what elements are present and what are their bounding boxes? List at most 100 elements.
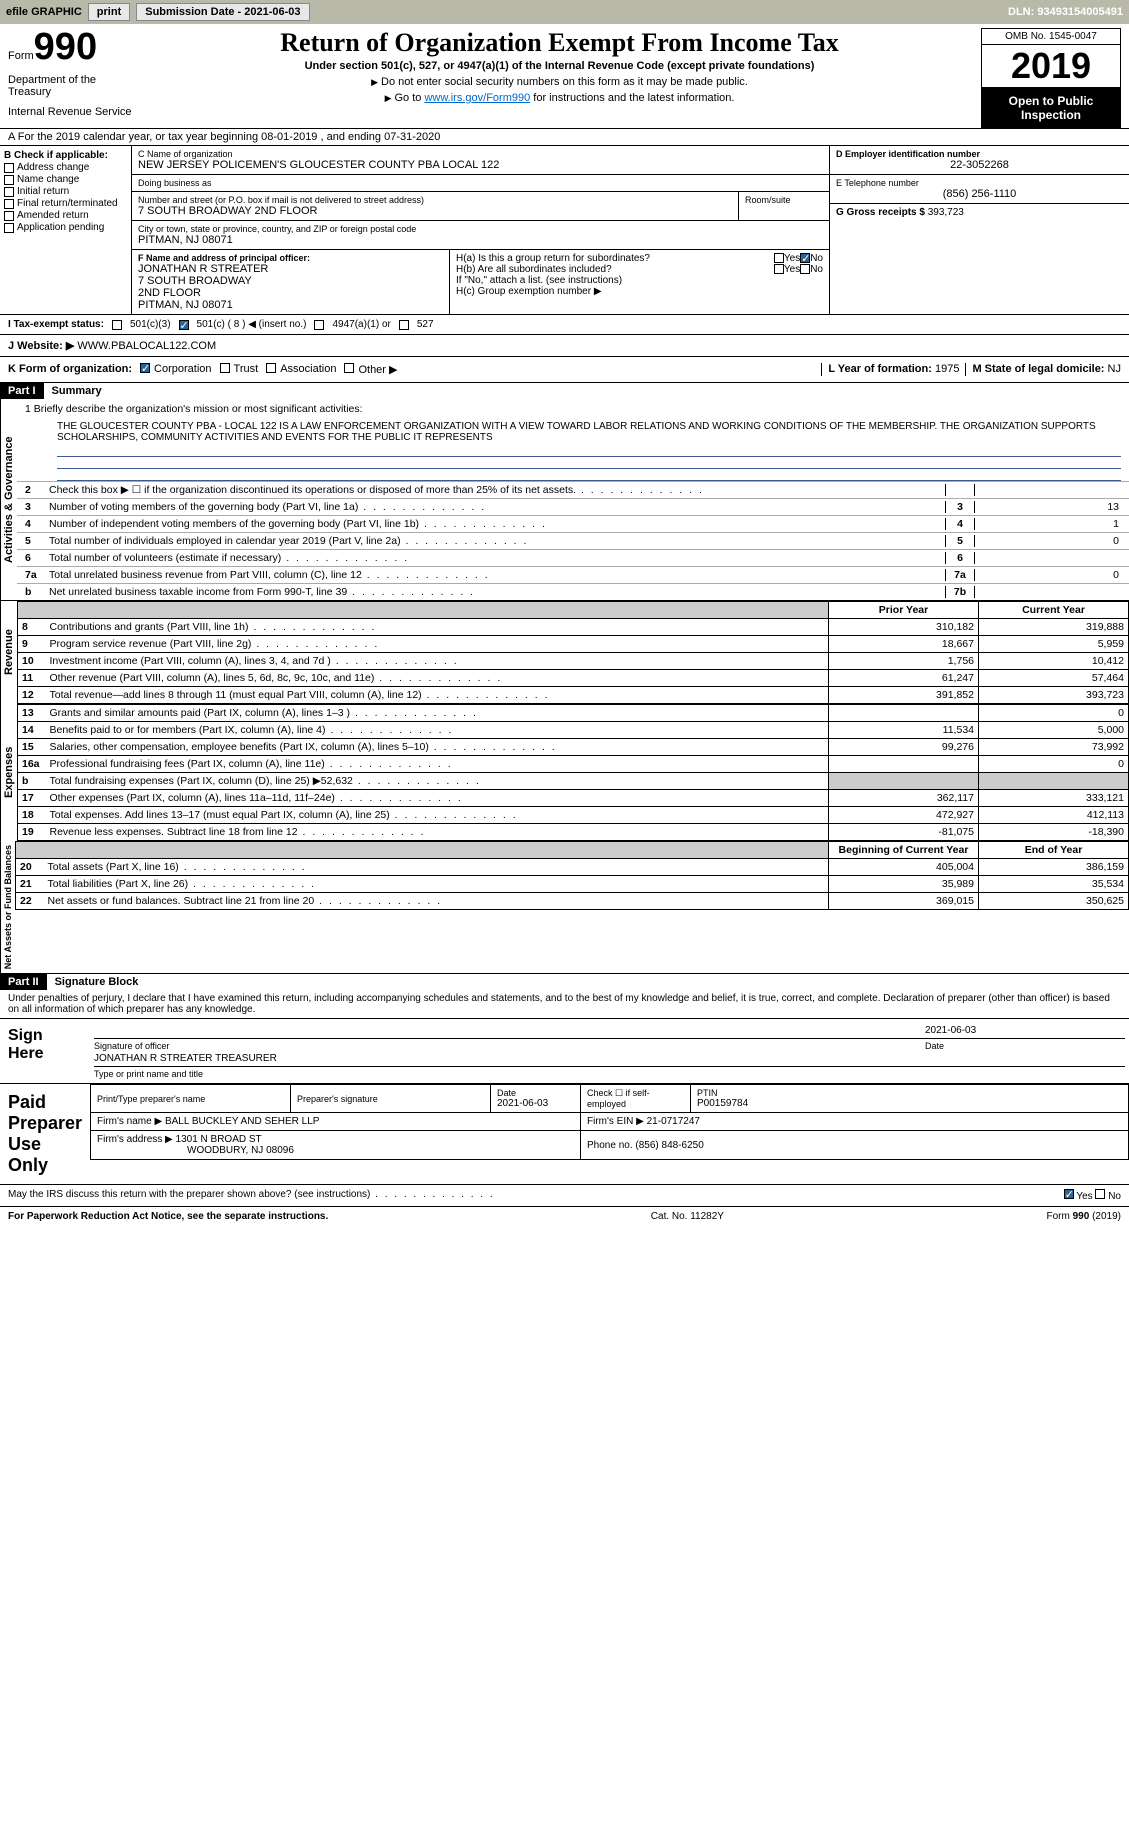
ein: 22-3052268: [836, 159, 1123, 171]
chk-ha-no[interactable]: [800, 253, 810, 263]
chk-501c3[interactable]: [112, 320, 122, 330]
instruction-1: Do not enter social security numbers on …: [138, 76, 981, 88]
prep-self-cell: Check ☐ if self-employed: [581, 1085, 691, 1113]
org-name-box: C Name of organization NEW JERSEY POLICE…: [132, 146, 829, 175]
chk-name[interactable]: [4, 175, 14, 185]
chk-address[interactable]: [4, 163, 14, 173]
chk-hb-no[interactable]: [800, 264, 810, 274]
firm-ein-cell: Firm's EIN ▶ 21-0717247: [581, 1113, 1129, 1131]
fin-row: 13Grants and similar amounts paid (Part …: [18, 705, 1129, 722]
paid-preparer-label: Paid Preparer Use Only: [0, 1084, 90, 1184]
open-to-public: Open to Public Inspection: [981, 88, 1121, 128]
firm-name-cell: Firm's name ▶ BALL BUCKLEY AND SEHER LLP: [91, 1113, 581, 1131]
discuss-row: May the IRS discuss this return with the…: [0, 1184, 1129, 1206]
chk-assoc[interactable]: [266, 363, 276, 373]
fin-row: 14Benefits paid to or for members (Part …: [18, 722, 1129, 739]
prep-name-cell: Print/Type preparer's name: [91, 1085, 291, 1113]
topbar: efile GRAPHIC print Submission Date - 20…: [0, 0, 1129, 24]
summary-line: 4Number of independent voting members of…: [17, 515, 1129, 532]
instruction-2: Go to www.irs.gov/Form990 for instructio…: [138, 92, 981, 104]
section-b: B Check if applicable: Address change Na…: [0, 146, 132, 314]
chk-discuss-yes[interactable]: [1064, 1189, 1074, 1199]
part2-bar: Part II Signature Block: [0, 973, 1129, 990]
submission-date: Submission Date - 2021-06-03: [136, 3, 309, 21]
fin-row: 11Other revenue (Part VIII, column (A), …: [18, 670, 1129, 687]
cat-no: Cat. No. 11282Y: [651, 1211, 724, 1222]
dln: DLN: 93493154005491: [1008, 6, 1123, 18]
chk-hb-yes[interactable]: [774, 264, 784, 274]
signature-declaration: Under penalties of perjury, I declare th…: [0, 990, 1129, 1018]
city-box: City or town, state or province, country…: [132, 221, 829, 250]
blank-line: [57, 469, 1121, 481]
mission-text: THE GLOUCESTER COUNTY PBA - LOCAL 122 IS…: [17, 419, 1129, 445]
fin-row: 15Salaries, other compensation, employee…: [18, 739, 1129, 756]
summary-line: 3Number of voting members of the governi…: [17, 498, 1129, 515]
form-ref: Form 990 (2019): [1047, 1211, 1121, 1222]
expenses-section: Expenses 13Grants and similar amounts pa…: [0, 704, 1129, 841]
officer-name: JONATHAN R STREATER: [138, 263, 443, 275]
dept-treasury: Department of the Treasury: [8, 74, 138, 98]
section-f: F Name and address of principal officer:…: [132, 250, 449, 314]
part1-bar: Part I Summary: [0, 382, 1129, 399]
fin-row: 18Total expenses. Add lines 13–17 (must …: [18, 807, 1129, 824]
section-h: H(a) Is this a group return for subordin…: [449, 250, 829, 314]
irs-link[interactable]: www.irs.gov/Form990: [424, 92, 530, 104]
chk-501c[interactable]: [179, 320, 189, 330]
summary-line: 2Check this box ▶ ☐ if the organization …: [17, 481, 1129, 498]
governance-section: Activities & Governance 1 Briefly descri…: [0, 399, 1129, 600]
org-name: NEW JERSEY POLICEMEN'S GLOUCESTER COUNTY…: [138, 159, 823, 171]
org-form-row: K Form of organization: Corporation Trus…: [0, 356, 1129, 382]
year-formation: 1975: [935, 363, 959, 375]
prep-sig-cell: Preparer's signature: [291, 1085, 491, 1113]
website-url: WWW.PBALOCAL122.COM: [77, 340, 216, 352]
sig-date: 2021-06-03: [925, 1025, 1125, 1038]
chk-amended[interactable]: [4, 211, 14, 221]
vert-revenue: Revenue: [0, 601, 17, 704]
state-domicile: NJ: [1108, 363, 1121, 375]
revenue-section: Revenue Prior YearCurrent Year8Contribut…: [0, 600, 1129, 704]
chk-discuss-no[interactable]: [1095, 1189, 1105, 1199]
summary-line: 6Total number of volunteers (estimate if…: [17, 549, 1129, 566]
blank-line: [57, 445, 1121, 457]
blank-line: [57, 457, 1121, 469]
tax-year-row: A For the 2019 calendar year, or tax yea…: [0, 128, 1129, 145]
fin-row: 16aProfessional fundraising fees (Part I…: [18, 756, 1129, 773]
tax-year: 2019: [981, 45, 1121, 88]
dept-irs: Internal Revenue Service: [8, 106, 138, 118]
vert-balances: Net Assets or Fund Balances: [0, 841, 15, 973]
chk-final[interactable]: [4, 199, 14, 209]
tax-status-row: I Tax-exempt status: 501(c)(3) 501(c) ( …: [0, 314, 1129, 334]
fin-row: 19Revenue less expenses. Subtract line 1…: [18, 824, 1129, 841]
form-word: Form: [8, 50, 34, 62]
chk-pending[interactable]: [4, 223, 14, 233]
chk-initial[interactable]: [4, 187, 14, 197]
chk-other[interactable]: [344, 363, 354, 373]
part2-title: Signature Block: [47, 974, 147, 990]
officer-name-title: JONATHAN R STREATER TREASURER: [94, 1053, 1125, 1067]
firm-addr-cell: Firm's address ▶ 1301 N BROAD STWOODBURY…: [91, 1131, 581, 1160]
summary-line: 7aTotal unrelated business revenue from …: [17, 566, 1129, 583]
chk-ha-yes[interactable]: [774, 253, 784, 263]
fin-row: bTotal fundraising expenses (Part IX, co…: [18, 773, 1129, 790]
chk-trust[interactable]: [220, 363, 230, 373]
print-button[interactable]: print: [88, 3, 130, 21]
prep-date-cell: Date2021-06-03: [491, 1085, 581, 1113]
omb-number: OMB No. 1545-0047: [981, 28, 1121, 45]
form-subtitle: Under section 501(c), 527, or 4947(a)(1)…: [138, 60, 981, 72]
phone: (856) 256-1110: [836, 188, 1123, 200]
efile-label: efile GRAPHIC: [6, 6, 82, 18]
form-header: Form990 Department of the Treasury Inter…: [0, 24, 1129, 128]
section-d: D Employer identification number 22-3052…: [830, 146, 1129, 175]
pra-notice: For Paperwork Reduction Act Notice, see …: [8, 1211, 328, 1222]
firm-phone-cell: Phone no. (856) 848-6250: [581, 1131, 1129, 1160]
fin-row: 12Total revenue—add lines 8 through 11 (…: [18, 687, 1129, 704]
footer: For Paperwork Reduction Act Notice, see …: [0, 1206, 1129, 1226]
chk-527[interactable]: [399, 320, 409, 330]
prep-ptin-cell: PTINP00159784: [691, 1085, 1129, 1113]
chk-corp[interactable]: [140, 363, 150, 373]
city-state-zip: PITMAN, NJ 08071: [138, 234, 823, 246]
part1-header: Part I: [0, 383, 44, 399]
vert-governance: Activities & Governance: [0, 399, 17, 600]
dba-box: Doing business as: [132, 175, 829, 192]
chk-4947[interactable]: [314, 320, 324, 330]
